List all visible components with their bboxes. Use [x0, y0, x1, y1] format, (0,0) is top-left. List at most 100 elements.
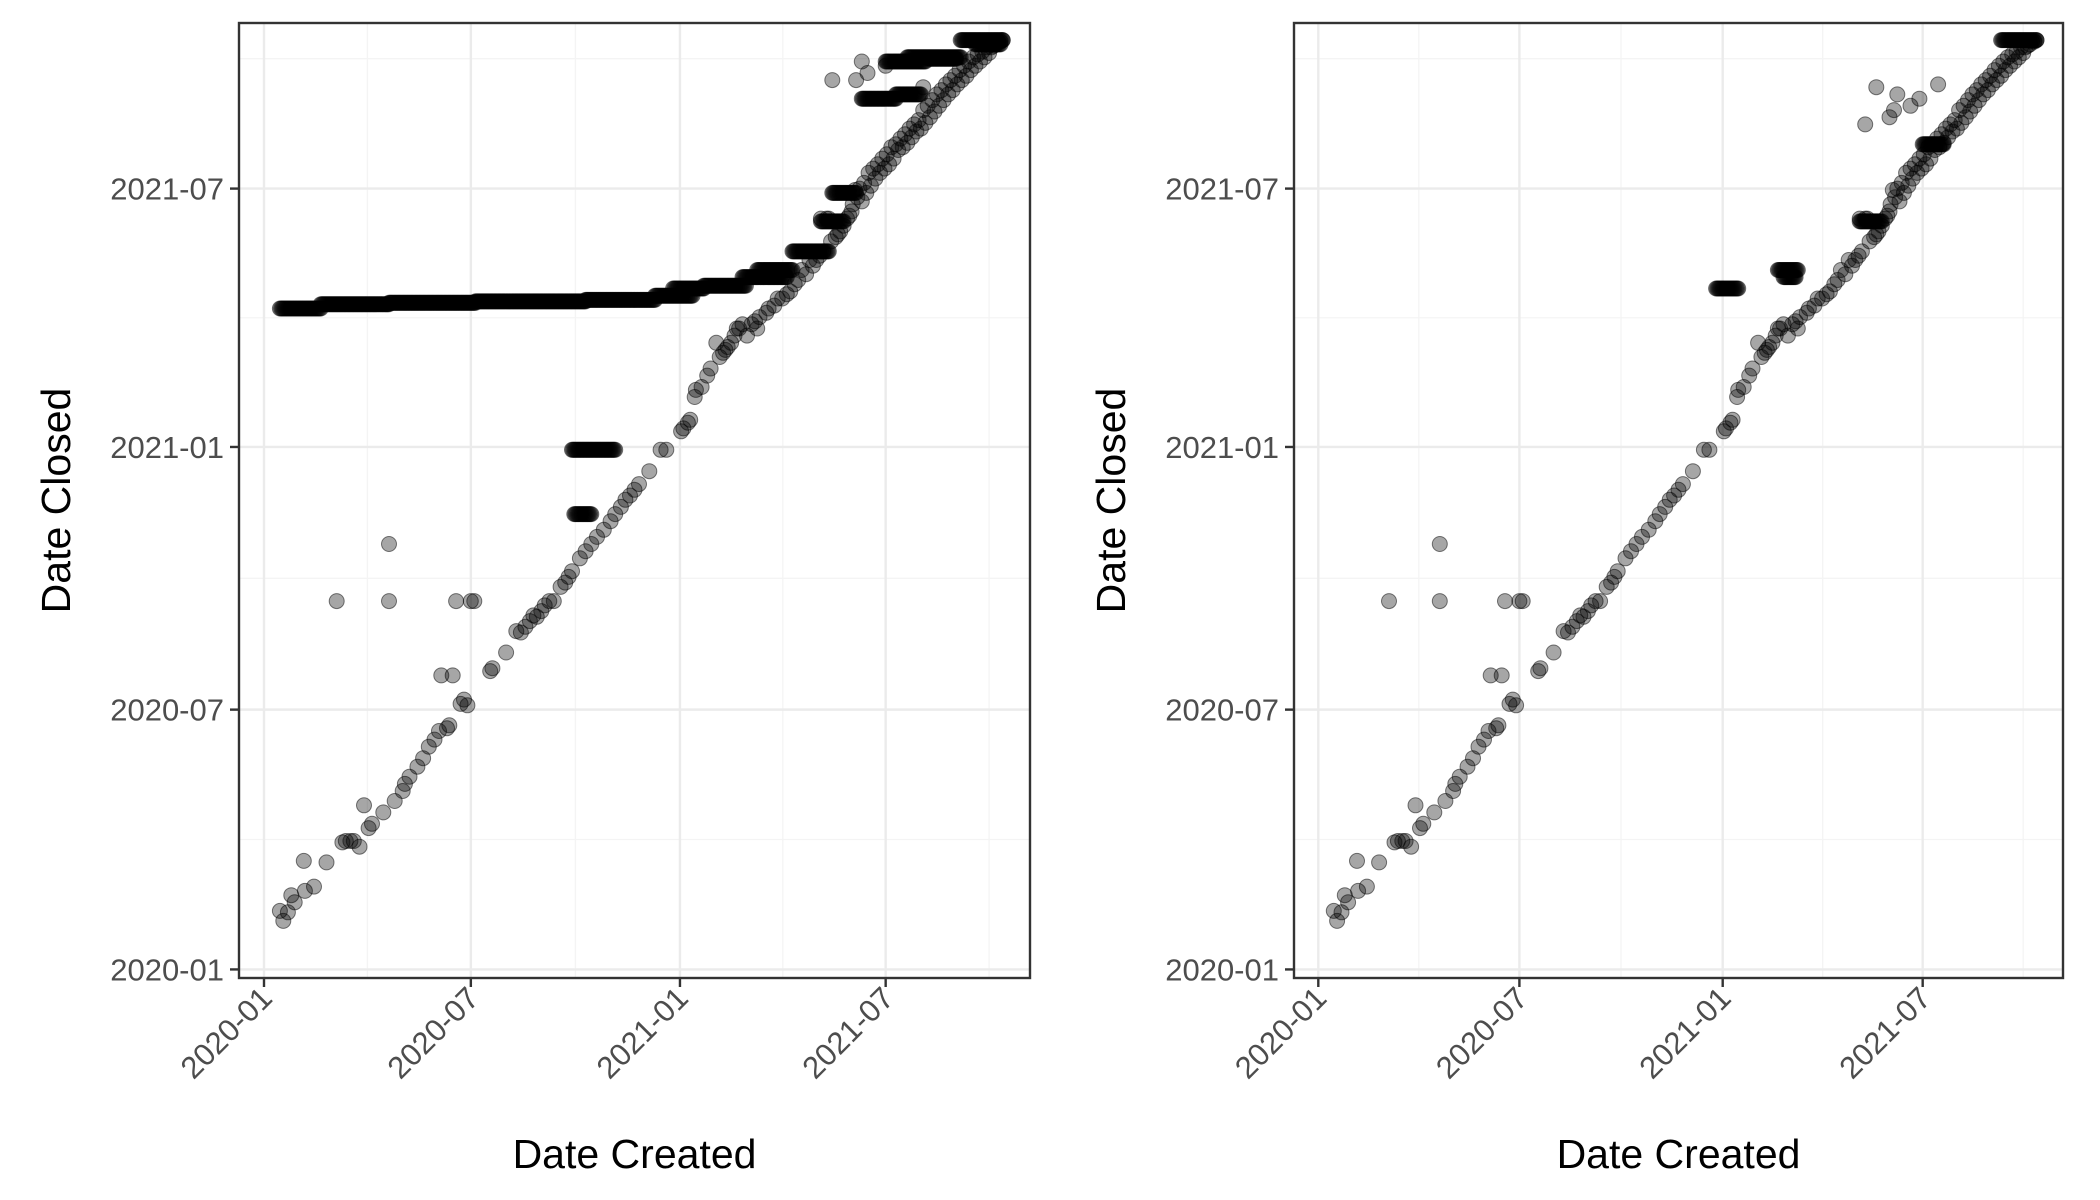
data-points — [271, 32, 1011, 929]
data-point — [1931, 139, 1948, 156]
data-point — [1415, 815, 1432, 832]
data-point — [1493, 667, 1510, 684]
data-point — [1508, 697, 1525, 714]
data-point — [583, 506, 600, 523]
data-point — [1684, 463, 1701, 480]
data-point — [381, 536, 397, 552]
data-point — [1868, 79, 1885, 96]
data-point — [1583, 597, 1600, 614]
data-point — [448, 593, 465, 610]
data-point — [894, 139, 911, 156]
data-point — [439, 720, 455, 737]
data-point — [1490, 717, 1507, 734]
data-point — [769, 290, 786, 307]
data-point — [994, 32, 1011, 49]
data-point — [1787, 269, 1804, 286]
y-tick-label: 2020-01 — [110, 952, 224, 987]
data-point — [658, 441, 675, 458]
data-point — [1329, 912, 1346, 929]
data-point — [820, 210, 837, 227]
y-tick-label: 2021-07 — [110, 172, 224, 207]
data-point — [409, 758, 426, 775]
data-point — [459, 697, 476, 714]
y-tick-label: 2020-07 — [110, 693, 224, 728]
y-axis-title: Date Closed — [33, 388, 79, 614]
data-point — [1514, 593, 1531, 610]
data-point — [318, 854, 335, 871]
data-point — [295, 852, 312, 869]
data-point — [1809, 290, 1826, 307]
data-point — [1701, 441, 1718, 458]
data-point — [1407, 797, 1424, 814]
data-point — [1889, 86, 1906, 103]
data-point — [1640, 521, 1657, 538]
data-point — [1350, 882, 1367, 899]
y-tick-label: 2021-01 — [110, 430, 224, 465]
data-point — [1859, 210, 1876, 227]
data-point — [1730, 280, 1747, 297]
data-point — [1930, 76, 1947, 93]
data-point — [2028, 32, 2045, 49]
y-axis-title: Date Closed — [1088, 388, 1134, 614]
data-point — [356, 797, 372, 814]
data-point — [1403, 838, 1420, 855]
data-point — [1381, 593, 1397, 610]
data-point — [441, 717, 458, 734]
data-point — [345, 833, 362, 849]
y-tick-label: 2021-07 — [1165, 172, 1279, 207]
data-point — [1857, 116, 1874, 133]
data-point — [342, 833, 359, 849]
data-point — [351, 838, 368, 855]
data-point — [1426, 804, 1443, 821]
y-tick-label: 2021-01 — [1165, 430, 1279, 465]
data-point — [541, 593, 558, 610]
data-point — [545, 593, 562, 610]
data-point — [1371, 854, 1388, 871]
data-point — [426, 731, 443, 748]
data-point — [482, 663, 499, 680]
data-point — [1891, 193, 1908, 210]
data-point — [952, 49, 969, 66]
data-point — [564, 563, 580, 580]
data-point — [1532, 660, 1549, 677]
data-point — [1661, 491, 1678, 508]
data-point — [1695, 441, 1712, 458]
data-point — [829, 226, 846, 243]
data-point — [1592, 593, 1609, 610]
data-point — [381, 593, 397, 610]
data-point — [1911, 90, 1928, 107]
data-point — [859, 65, 876, 81]
data-point — [631, 476, 647, 493]
data-point — [652, 441, 669, 458]
data-point — [820, 243, 837, 260]
data-point — [1609, 563, 1626, 580]
data-point — [679, 414, 696, 431]
data-point — [915, 79, 932, 96]
data-point — [1530, 663, 1547, 680]
data-point — [275, 912, 292, 929]
data-point — [484, 660, 501, 677]
panel-border — [1292, 21, 2065, 980]
data-point — [1674, 476, 1691, 493]
panel-border — [237, 21, 1032, 980]
data-point — [1431, 536, 1448, 552]
y-tick-label: 2020-07 — [1165, 693, 1279, 728]
data-point — [1545, 644, 1562, 661]
data-point — [824, 72, 841, 89]
data-point — [595, 521, 612, 538]
data-point — [682, 411, 699, 428]
data-point — [1476, 731, 1492, 748]
data-point — [1431, 593, 1448, 610]
data-point — [853, 193, 870, 210]
data-point — [296, 882, 313, 899]
data-point — [306, 878, 322, 895]
data-points — [1325, 32, 2045, 929]
data-point — [702, 360, 719, 377]
x-axis-title: Date Created — [1557, 1131, 1801, 1177]
data-point — [328, 593, 345, 610]
data-point — [1911, 150, 1928, 167]
data-point — [1722, 414, 1739, 431]
